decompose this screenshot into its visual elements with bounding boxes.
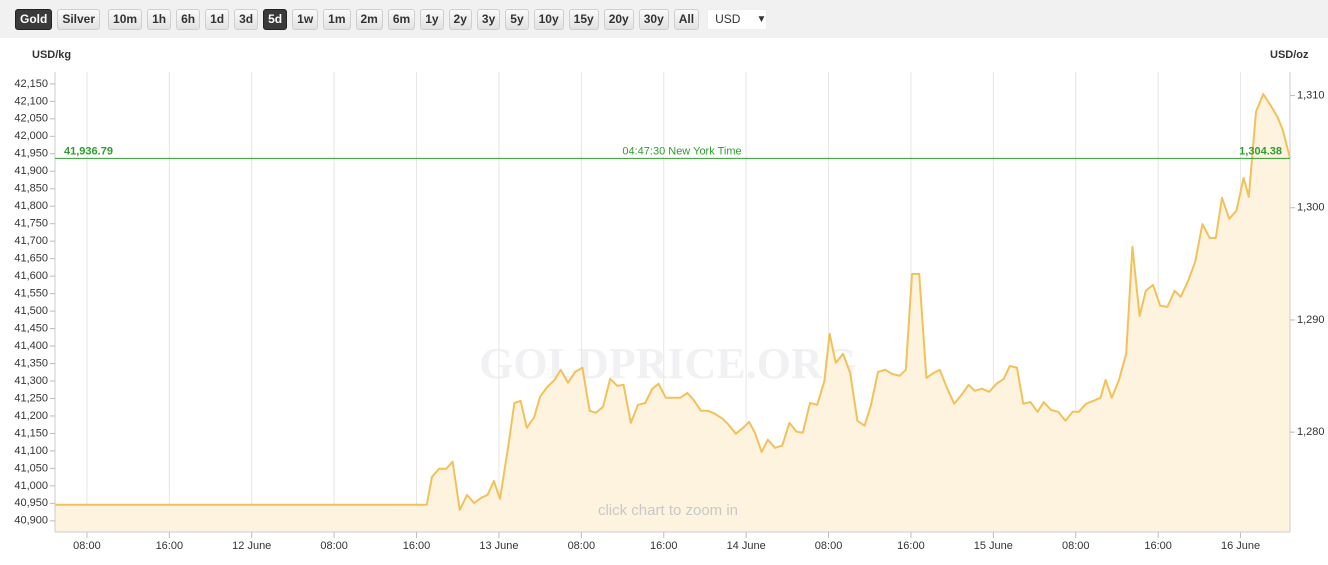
x-tick-label: 08:00	[1062, 540, 1090, 552]
x-tick-label: 08:00	[568, 540, 596, 552]
y-tick-label: 41,700	[14, 235, 48, 247]
y-tick-label: 42,000	[14, 130, 48, 142]
y-tick-label: 41,150	[14, 427, 48, 439]
x-tick-label: 16:00	[1144, 540, 1172, 552]
watermark: GOLDPRICE.ORG	[479, 339, 857, 388]
y-tick-label: 41,550	[14, 288, 48, 300]
y-tick-label: 41,400	[14, 340, 48, 352]
y-tick-label: 41,000	[14, 480, 48, 492]
x-tick-label: 08:00	[815, 540, 843, 552]
x-tick-label: 16 June	[1221, 540, 1260, 552]
toolbar-button[interactable]: 30y	[638, 8, 669, 30]
toolbar-button[interactable]: 1w	[292, 8, 319, 30]
chart[interactable]: GOLDPRICE.ORG 08:00 16:00 12 June 08:00 16:00…	[0, 38, 1328, 565]
toolbar-button[interactable]: Silver	[57, 8, 101, 30]
toolbar-button[interactable]: 2y	[448, 8, 472, 30]
toolbar-button[interactable]: 1h	[147, 8, 172, 30]
time-label: 04:47:30 New York Time	[622, 145, 741, 157]
price-label: 41,936.79	[64, 145, 113, 157]
x-tick-label: 08:00	[73, 540, 101, 552]
toolbar-button[interactable]: All	[673, 8, 700, 30]
toolbar-button[interactable]: 10m	[108, 8, 143, 30]
currency-label: USD	[715, 12, 741, 26]
y2-tick-label: 1,280	[1297, 426, 1325, 438]
x-tick-label: 15 June	[974, 540, 1013, 552]
toolbar-button[interactable]: Gold	[15, 8, 53, 30]
y-tick-label: 41,300	[14, 375, 48, 387]
area	[55, 94, 1290, 532]
y-tick-label: 41,600	[14, 270, 48, 282]
y-tick-label: 41,900	[14, 165, 48, 177]
toolbar-button[interactable]: 20y	[603, 8, 634, 30]
y-tick-label: 42,100	[14, 95, 48, 107]
y2-tick-label: 1,310	[1297, 89, 1325, 101]
y-axis-title: USD/kg	[32, 49, 71, 61]
y-tick-label: 41,800	[14, 200, 48, 212]
x-tick-label: 16:00	[897, 540, 925, 552]
y-tick-label: 41,200	[14, 410, 48, 422]
y-tick-label: 41,850	[14, 183, 48, 195]
y-tick-label: 40,900	[14, 515, 48, 527]
x-tick-label: 16:00	[650, 540, 678, 552]
y-tick-label: 40,950	[14, 497, 48, 509]
y-tick-label: 41,250	[14, 392, 48, 404]
x-tick-label: 16:00	[403, 540, 431, 552]
toolbar-button[interactable]: 1y	[420, 8, 444, 30]
y-tick-label: 42,150	[14, 78, 48, 90]
dropdown-arrow: ▼	[756, 13, 767, 25]
zoom-hint: click chart to zoom in	[598, 502, 738, 519]
x-tick-label: 08:00	[320, 540, 348, 552]
y-tick-label: 41,100	[14, 445, 48, 457]
toolbar-button[interactable]: 5y	[505, 8, 529, 30]
y-tick-label: 41,950	[14, 148, 48, 160]
toolbar-button[interactable]: 10y	[533, 8, 564, 30]
price-label-oz: 1,304.38	[1239, 146, 1282, 158]
y-tick-label: 42,050	[14, 113, 48, 125]
toolbar-button[interactable]: 1d	[205, 8, 230, 30]
y-tick-label: 41,650	[14, 253, 48, 265]
y2-tick-label: 1,290	[1297, 314, 1325, 326]
y-tick-label: 41,450	[14, 322, 48, 334]
y-tick-label: 41,750	[14, 218, 48, 230]
y2-tick-label: 1,300	[1297, 202, 1325, 214]
y-tick-label: 41,350	[14, 357, 48, 369]
toolbar-button[interactable]: 3d	[234, 8, 259, 30]
toolbar-button[interactable]: 6h	[176, 8, 201, 30]
y2-axis-title: USD/oz	[1270, 49, 1309, 61]
x-tick-label: 16:00	[156, 540, 184, 552]
x-tick-label: 14 June	[727, 540, 766, 552]
x-tick-label: 13 June	[479, 540, 518, 552]
toolbar-button[interactable]: 1m	[323, 8, 351, 30]
y-tick-label: 41,050	[14, 462, 48, 474]
toolbar-button[interactable]: 3y	[476, 8, 501, 30]
line	[55, 93, 1291, 511]
y-tick-label: 41,500	[14, 305, 48, 317]
toolbar-button[interactable]: 2m	[355, 8, 383, 30]
toolbar-button[interactable]: 6m	[387, 8, 416, 30]
currency-select[interactable]: USD ▼	[707, 8, 768, 30]
x-tick-label: 12 June	[232, 540, 271, 552]
toolbar-button[interactable]: 15y	[568, 8, 599, 30]
toolbar-button[interactable]: 5d	[263, 8, 288, 30]
toolbar: Gold Silver 10m 1h 6h 1d 3d 5d 1w 1m 2m 6m 1y 2y 3y 5y 1…	[0, 0, 1328, 38]
